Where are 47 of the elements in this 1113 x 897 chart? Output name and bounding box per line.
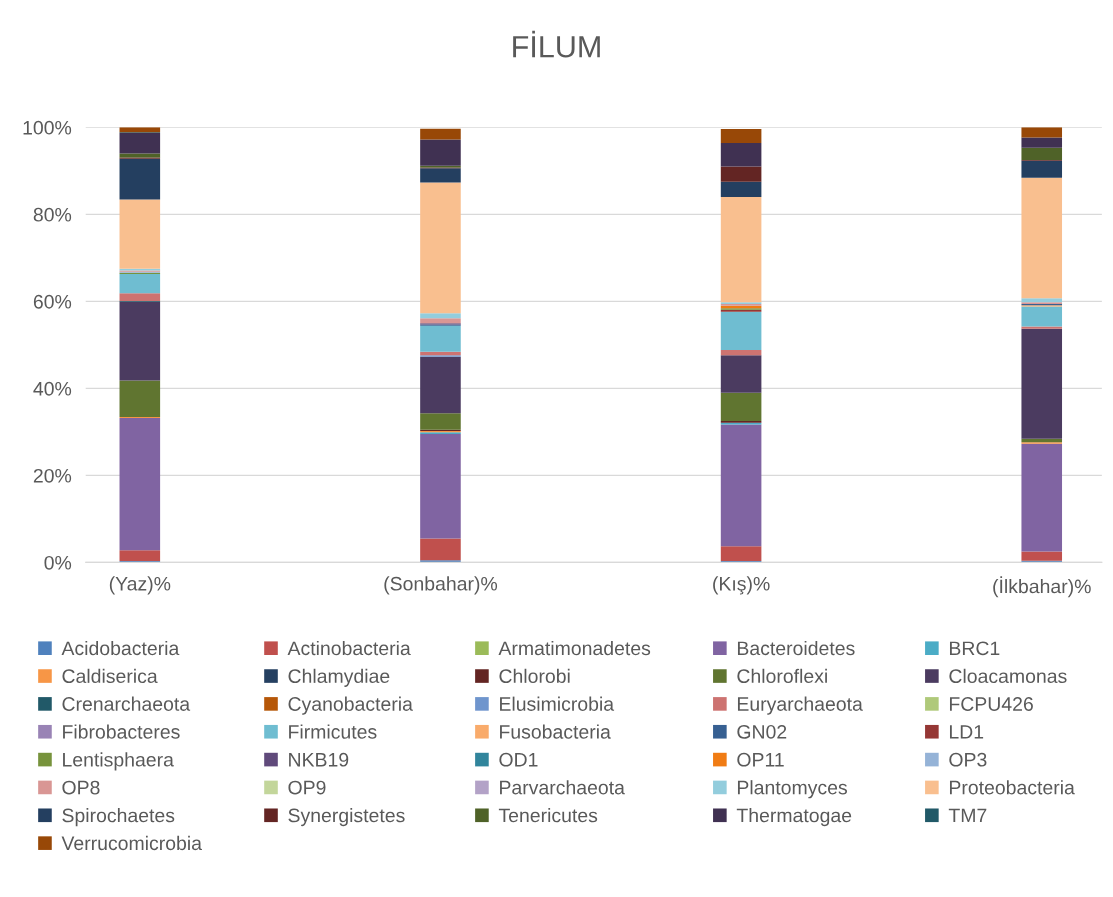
y-tick-label: 60% (33, 294, 72, 309)
y-tick-label: 0% (44, 555, 72, 570)
legend-label: TM7 (948, 808, 987, 823)
legend-label: Caldiserica (62, 668, 158, 684)
legend-label: Fusobacteria (500, 724, 611, 739)
legend-label: Chlorobi (499, 668, 570, 684)
legend-label: Acidobacteria (61, 640, 180, 656)
legend-label: Synergistetes (288, 808, 405, 827)
legend-label: Verrucomicrobia (61, 835, 202, 851)
x-tick-label: (Yaz)% (109, 576, 171, 595)
legend-label: NKB19 (289, 752, 349, 767)
legend-label: Bacteroidetes (737, 640, 855, 656)
legend-label: GN02 (737, 724, 787, 739)
legend-label: Actinobacteria (287, 640, 411, 656)
x-tick-label: (İlkbahar)% (993, 576, 1091, 598)
x-tick-label: (Sonbahar)% (384, 576, 498, 595)
y-tick-label: 40% (33, 381, 72, 396)
legend-label: Firmicutes (289, 724, 377, 739)
legend-label: Thermatogae (736, 808, 852, 827)
legend-label: OP8 (62, 780, 100, 795)
y-tick-label: 100% (23, 120, 72, 135)
legend-label: Cloacamonas (949, 668, 1067, 684)
legend-label: LD1 (949, 725, 984, 739)
legend-label: BRC1 (949, 641, 1000, 656)
legend-label: Armatimonadetes (498, 640, 651, 656)
legend-label: Cyanobacteria (288, 696, 413, 715)
chart-title: FİLUM (513, 30, 600, 58)
y-tick-label: 80% (33, 207, 72, 222)
legend-label: Tenericutes (498, 808, 598, 823)
legend-label: Parvarchaeota (500, 780, 625, 795)
legend-label: Chloroflexi (737, 668, 827, 684)
legend-label: FCPU426 (949, 697, 1033, 711)
legend-label: OP11 (737, 752, 784, 767)
legend-label: Plantomyces (737, 780, 847, 799)
legend-label: Chlamydiae (288, 668, 390, 687)
legend-label: Elusimicrobia (500, 696, 615, 711)
legend-label: Euryarchaeota (737, 696, 863, 715)
y-tick-label: 20% (33, 468, 72, 483)
x-tick-label: (Kış)% (713, 576, 770, 595)
legend-label: Lentisphaera (63, 752, 174, 771)
legend-label: OP9 (288, 780, 326, 795)
legend-label: Proteobacteria (949, 780, 1075, 795)
legend-label: OP3 (949, 752, 987, 767)
legend-label: OD1 (499, 752, 538, 767)
legend-label: Spirochaetes (62, 808, 175, 827)
legend-label: Crenarchaeota (62, 696, 191, 711)
legend-label: Fibrobacteres (63, 724, 180, 739)
